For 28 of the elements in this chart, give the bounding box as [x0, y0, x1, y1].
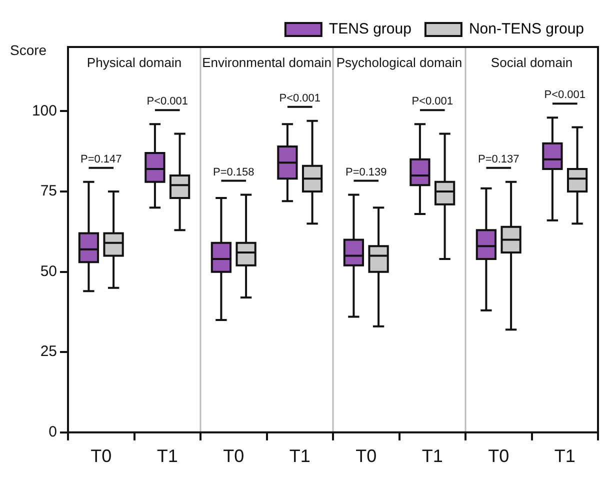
annotation: P=0.158 — [212, 166, 254, 178]
annotation: P=0.137 — [478, 153, 520, 166]
y-tick-label: 100 — [32, 102, 57, 120]
annotation: P<0.001 — [544, 89, 586, 102]
legend-label: Non-TENS group — [468, 20, 584, 38]
annotation: P<0.001 — [279, 92, 321, 104]
y-tick-label: 50 — [40, 262, 57, 280]
annotation: Physical domain — [86, 55, 182, 70]
y-tick-label: 0 — [48, 424, 57, 441]
annotation: P=0.147 — [80, 153, 122, 166]
legend-label: TENS group — [328, 20, 412, 38]
x-tick-label: T1 — [422, 446, 443, 466]
annotation: Social domain — [490, 55, 573, 70]
x-tick-label: T0 — [356, 446, 377, 466]
x-tick-label: T0 — [90, 446, 112, 466]
y-axis-title: Score — [10, 42, 47, 58]
x-tick-label: T1 — [554, 446, 576, 466]
y-tick-label: 75 — [40, 182, 57, 200]
annotation: P<0.001 — [412, 96, 454, 108]
annotation: P<0.001 — [146, 96, 188, 108]
x-tick-label: T1 — [289, 446, 310, 466]
x-tick-label: T1 — [156, 446, 178, 466]
annotation: P=0.139 — [345, 166, 387, 178]
y-tick-label: 25 — [40, 343, 57, 360]
annotation: Psychological domain — [336, 55, 462, 70]
x-tick-label: T0 — [223, 446, 244, 466]
x-tick-label: T0 — [488, 446, 510, 466]
annotation: Environmental domain — [202, 55, 332, 70]
